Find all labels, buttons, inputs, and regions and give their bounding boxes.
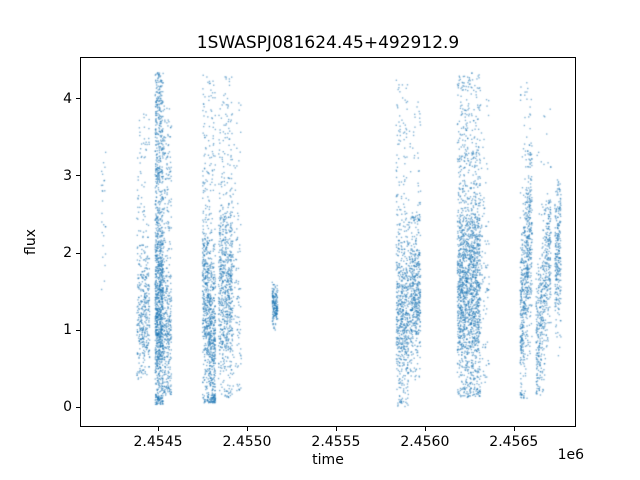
y-tick-label: 2: [63, 245, 72, 262]
x-tick-label: 2.4555: [311, 434, 361, 450]
x-tick-mark: [158, 427, 160, 431]
x-tick-mark: [424, 427, 426, 431]
chart-title: 1SWASPJ081624.45+492912.9: [196, 33, 460, 53]
plot-area: [80, 57, 576, 427]
y-tick-label: 0: [63, 399, 72, 416]
scatter-canvas: [81, 58, 575, 426]
x-tick-mark: [246, 427, 248, 431]
y-tick-mark: [76, 98, 80, 100]
y-tick-mark: [76, 329, 80, 331]
x-tick-label: 2.4565: [489, 434, 539, 450]
y-tick-label: 3: [63, 167, 72, 184]
y-tick-mark: [76, 252, 80, 254]
y-tick-mark: [76, 406, 80, 408]
y-tick-mark: [76, 175, 80, 177]
x-tick-mark: [513, 427, 515, 431]
x-tick-label: 2.4545: [133, 434, 183, 450]
x-axis-label: time: [312, 452, 344, 468]
x-tick-mark: [335, 427, 337, 431]
y-tick-label: 1: [63, 322, 72, 339]
y-tick-label: 4: [63, 90, 72, 107]
x-tick-label: 2.4560: [400, 434, 450, 450]
x-tick-label: 2.4550: [222, 434, 272, 450]
y-axis-label: flux: [23, 229, 39, 255]
x-axis-offset-label: 1e6: [557, 447, 584, 463]
